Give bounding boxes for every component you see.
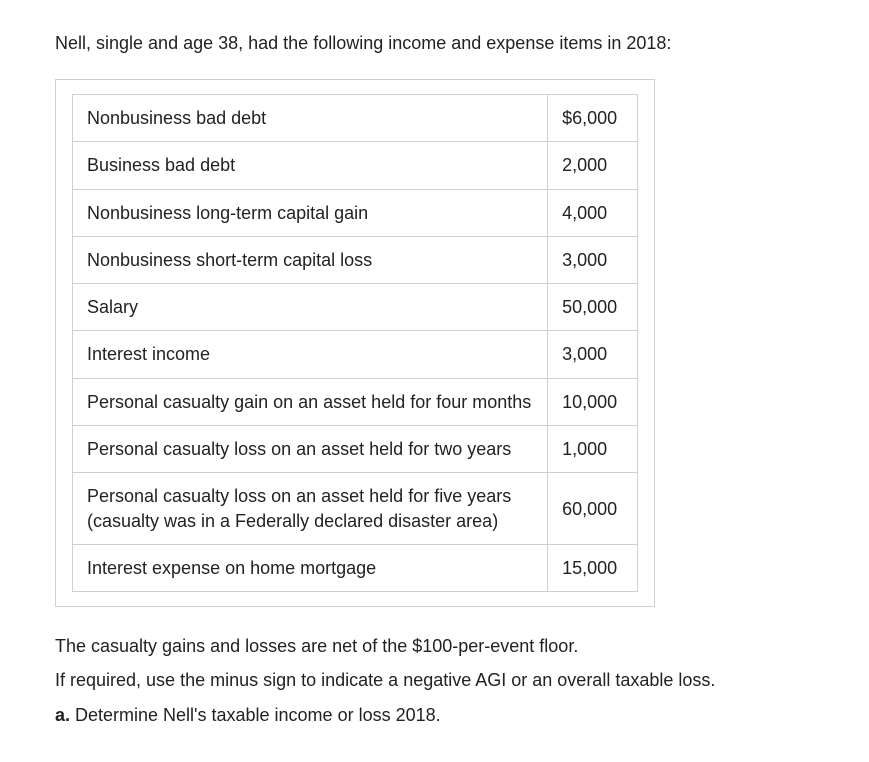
table-row: Interest income3,000 [73, 331, 638, 378]
row-description: Salary [73, 284, 548, 331]
table-row: Nonbusiness bad debt$6,000 [73, 95, 638, 142]
table-row: Personal casualty loss on an asset held … [73, 426, 638, 473]
row-description: Nonbusiness short-term capital loss [73, 236, 548, 283]
row-description: Interest expense on home mortgage [73, 544, 548, 591]
table-row: Nonbusiness long-term capital gain4,000 [73, 189, 638, 236]
row-value: $6,000 [548, 95, 638, 142]
row-value: 2,000 [548, 142, 638, 189]
table-row: Personal casualty loss on an asset held … [73, 473, 638, 545]
row-value: 3,000 [548, 236, 638, 283]
table-row: Business bad debt2,000 [73, 142, 638, 189]
row-description: Personal casualty gain on an asset held … [73, 378, 548, 425]
row-description: Personal casualty loss on an asset held … [73, 473, 548, 545]
table-row: Nonbusiness short-term capital loss3,000 [73, 236, 638, 283]
row-description: Nonbusiness long-term capital gain [73, 189, 548, 236]
row-value: 15,000 [548, 544, 638, 591]
table-row: Personal casualty gain on an asset held … [73, 378, 638, 425]
note-floor: The casualty gains and losses are net of… [55, 629, 814, 663]
row-description: Interest income [73, 331, 548, 378]
income-expense-table: Nonbusiness bad debt$6,000Business bad d… [72, 94, 638, 592]
row-description: Nonbusiness bad debt [73, 95, 548, 142]
income-expense-table-container: Nonbusiness bad debt$6,000Business bad d… [55, 79, 655, 607]
row-description: Business bad debt [73, 142, 548, 189]
row-value: 10,000 [548, 378, 638, 425]
note-minus-sign: If required, use the minus sign to indic… [55, 663, 814, 697]
row-value: 60,000 [548, 473, 638, 545]
row-description: Personal casualty loss on an asset held … [73, 426, 548, 473]
intro-text: Nell, single and age 38, had the followi… [55, 30, 814, 57]
question-a: a. Determine Nell's taxable income or lo… [55, 698, 814, 732]
table-row: Salary50,000 [73, 284, 638, 331]
row-value: 1,000 [548, 426, 638, 473]
row-value: 4,000 [548, 189, 638, 236]
row-value: 3,000 [548, 331, 638, 378]
row-value: 50,000 [548, 284, 638, 331]
table-row: Interest expense on home mortgage15,000 [73, 544, 638, 591]
question-text: Determine Nell's taxable income or loss … [70, 705, 441, 725]
question-label: a. [55, 705, 70, 725]
